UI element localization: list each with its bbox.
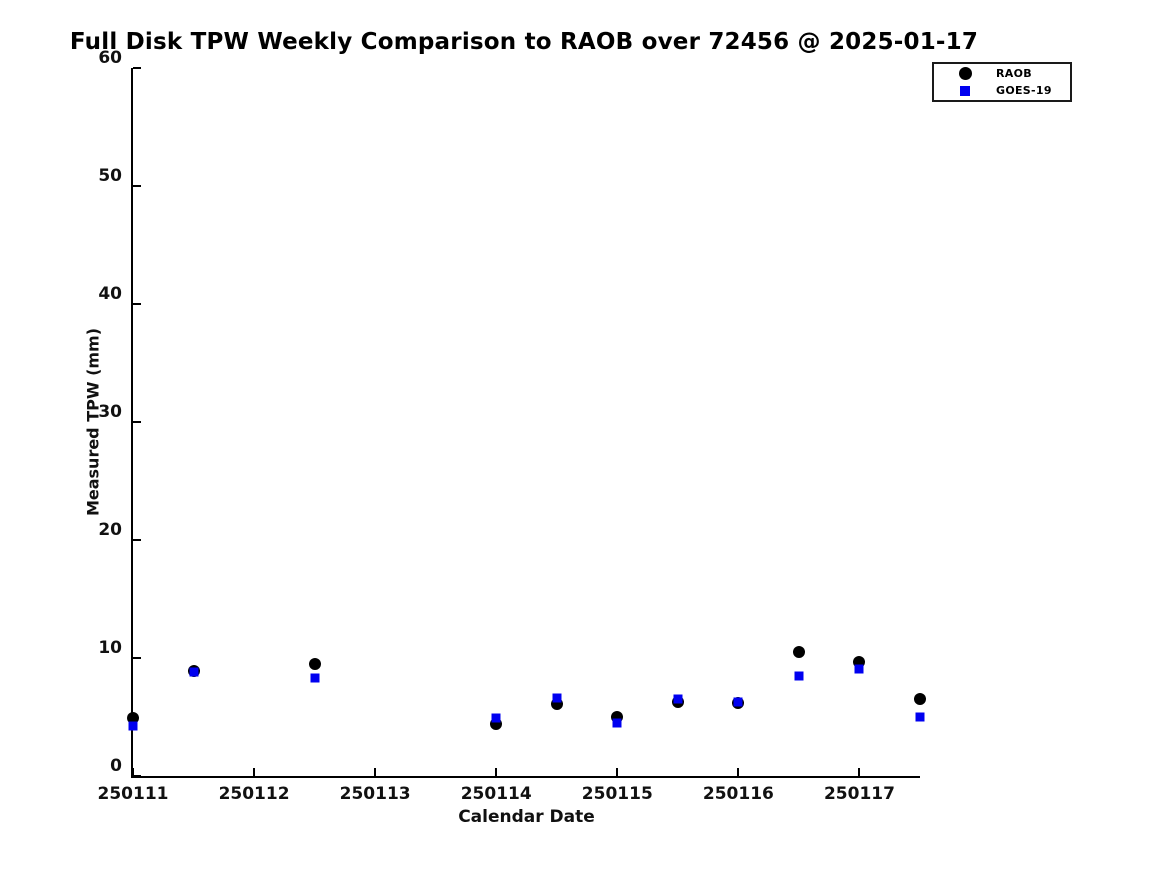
- x-tick: [858, 768, 861, 776]
- goes-19-marker: [612, 718, 622, 728]
- legend-marker-cell: [934, 85, 996, 96]
- goes-19-marker: [915, 712, 925, 722]
- goes-19-marker: [794, 671, 804, 681]
- y-axis-label: Measured TPW (mm): [83, 327, 103, 517]
- x-tick-label: 250116: [702, 784, 774, 804]
- goes-19-marker: [128, 721, 138, 731]
- y-tick-label: 60: [98, 48, 122, 68]
- goes-19-marker: [733, 697, 743, 707]
- x-axis-label: Calendar Date: [458, 807, 595, 827]
- x-tick: [374, 768, 377, 776]
- x-tick: [253, 768, 256, 776]
- x-tick: [495, 768, 498, 776]
- y-tick-label: 20: [98, 520, 122, 541]
- raob-marker: [792, 646, 805, 659]
- y-tick: [133, 539, 141, 542]
- x-tick-label: 250115: [581, 784, 653, 804]
- x-tick: [132, 768, 134, 776]
- goes-19-marker: [189, 667, 199, 677]
- legend-row-goes-19: GOES-19: [934, 83, 1070, 99]
- legend-marker-cell: [934, 66, 996, 80]
- y-tick-label: 10: [98, 638, 122, 659]
- y-tick: [133, 421, 141, 423]
- goes-19-marker: [552, 693, 562, 703]
- y-tick-label: 0: [110, 756, 122, 776]
- y-tick: [133, 67, 141, 69]
- raob-circle-icon: [958, 66, 972, 80]
- goes-19-square-icon: [960, 85, 970, 96]
- y-tick: [133, 657, 141, 660]
- y-tick-label: 40: [98, 284, 122, 305]
- goes-19-marker: [673, 694, 683, 704]
- legend-label-goes-19: GOES-19: [996, 84, 1052, 98]
- raob-marker: [308, 657, 321, 670]
- legend-label-raob: RAOB: [996, 66, 1032, 80]
- x-tick-label: 250112: [218, 784, 290, 804]
- x-tick: [737, 768, 740, 776]
- x-tick-label: 250117: [823, 784, 895, 804]
- y-tick: [133, 775, 141, 777]
- chart-title: Full Disk TPW Weekly Comparison to RAOB …: [69, 29, 979, 55]
- plot-area: Calendar Date Measured TPW (mm) 0 10 20 30 4…: [84, 48, 926, 827]
- legend-row-raob: RAOB: [934, 65, 1070, 81]
- x-tick: [616, 768, 619, 776]
- x-tick-label: 250113: [339, 784, 411, 804]
- raob-marker: [127, 712, 139, 725]
- goes-19-marker: [854, 664, 864, 674]
- y-tick-label: 30: [98, 402, 122, 422]
- y-tick: [133, 185, 141, 187]
- y-tick-label: 50: [98, 166, 122, 186]
- goes-19-marker: [491, 713, 501, 723]
- goes-19-marker: [310, 673, 320, 683]
- y-tick: [133, 303, 141, 306]
- legend: RAOB GOES-19: [932, 62, 1072, 102]
- x-tick-label: 250111: [97, 784, 169, 804]
- raob-marker: [914, 693, 926, 706]
- x-tick-label: 250114: [460, 784, 532, 804]
